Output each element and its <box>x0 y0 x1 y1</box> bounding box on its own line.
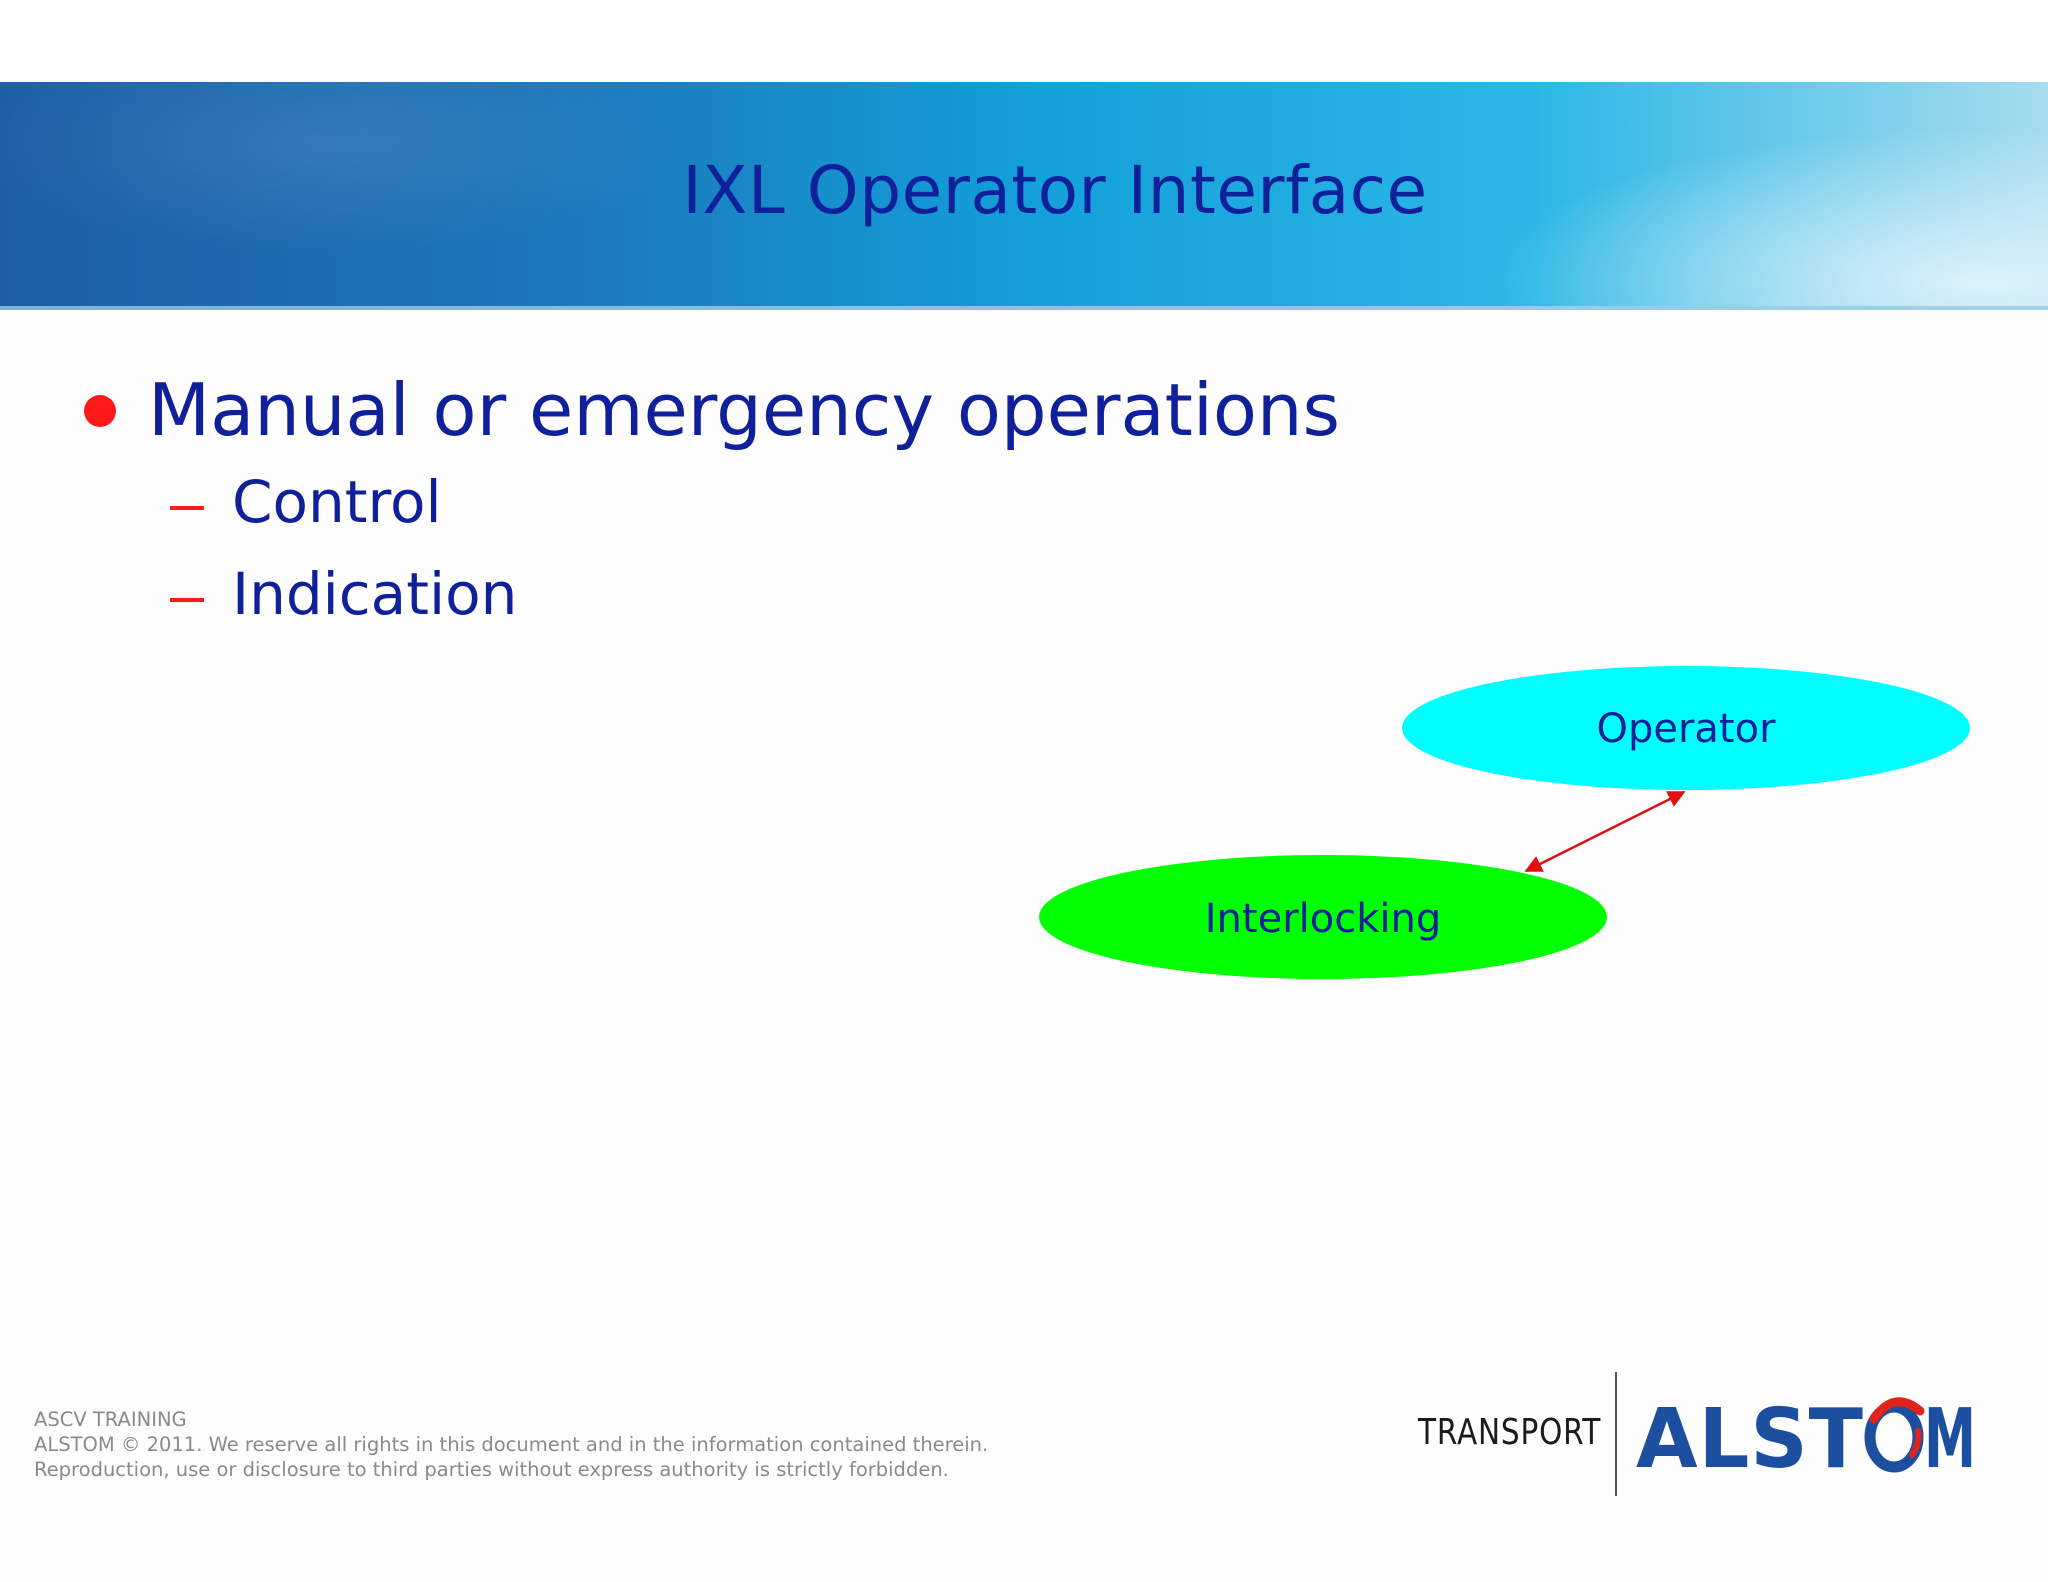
bidirectional-arrow <box>1524 790 1686 873</box>
operator-label: Operator <box>1596 706 1776 752</box>
logo-divider <box>1615 1372 1617 1496</box>
header-band <box>0 82 2048 310</box>
footer-disclaimer: Reproduction, use or disclosure to third… <box>34 1458 949 1481</box>
slide-title: IXL Operator Interface <box>682 152 1428 229</box>
footer-training-label: ASCV TRAINING <box>34 1408 187 1431</box>
operator-node <box>1402 666 1970 790</box>
bullet-main-text: Manual or emergency operations <box>148 368 1341 452</box>
svg-text:ALST: ALST <box>1636 1392 1864 1485</box>
interlocking-node <box>1039 855 1607 979</box>
sub-item-indication: Indication <box>232 560 518 628</box>
sub-bullet-dash-icon <box>170 506 204 510</box>
sub-bullet-dash-icon <box>170 598 204 602</box>
top-margin <box>0 0 2048 82</box>
svg-text:M: M <box>1924 1392 1976 1485</box>
logo-division-label: TRANSPORT <box>1418 1412 1602 1453</box>
bullet-dot-icon <box>84 395 116 427</box>
sub-item-control: Control <box>232 468 442 536</box>
footer-copyright: ALSTOM © 2011. We reserve all rights in … <box>34 1433 989 1456</box>
alstom-logo-icon: ALST M <box>1636 1392 1976 1485</box>
interlocking-label: Interlocking <box>1205 896 1441 942</box>
logo-swirl-o <box>1864 1397 1925 1473</box>
